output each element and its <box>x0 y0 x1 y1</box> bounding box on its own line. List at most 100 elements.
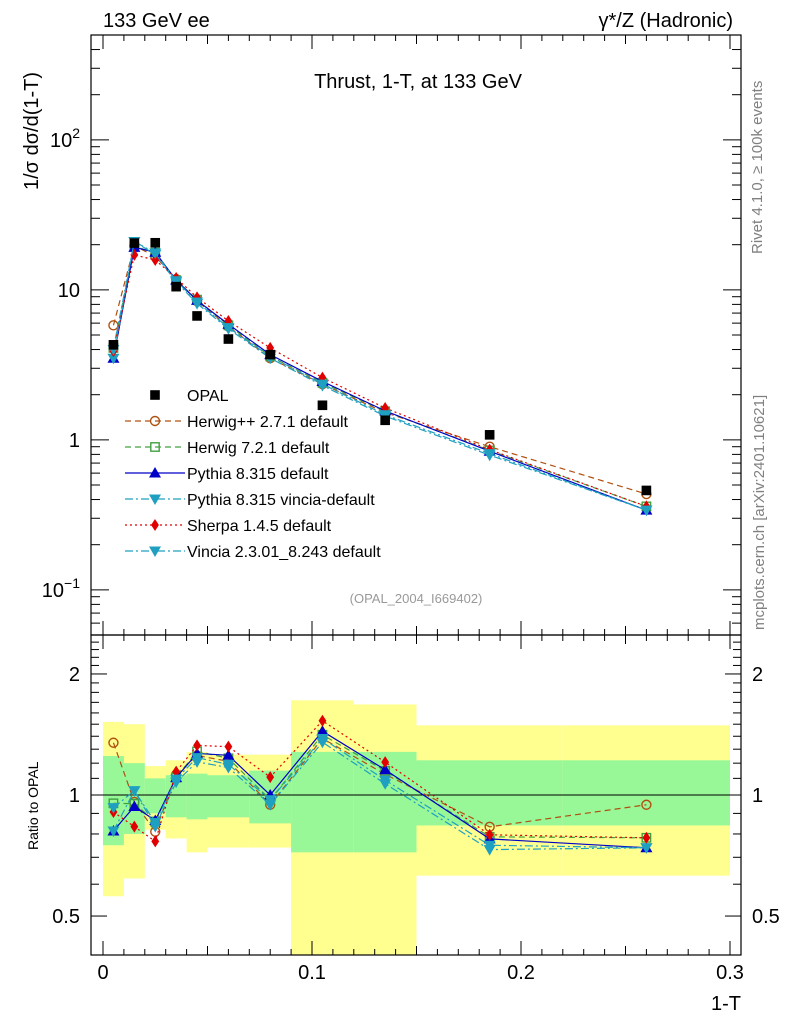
ratio-tick-label-right: 1 <box>752 785 763 807</box>
ratio-point-sherpa-1-4-5-default <box>381 756 390 769</box>
ratio-point-vincia-2-3-01-8-243-default <box>191 753 204 764</box>
uncertainty-band-stat <box>416 760 563 826</box>
uncertainty-band-stat <box>562 760 730 826</box>
header-right: γ*/Z (Hadronic) <box>599 10 733 32</box>
data-point-opal <box>108 340 119 350</box>
data-point-opal <box>380 415 390 426</box>
series-point-vincia-2-3-01-8-243-default <box>640 505 653 517</box>
legend-marker <box>150 442 160 452</box>
ratio-line-vincia-2-3-01-8-243-default <box>113 737 647 849</box>
legend-marker <box>150 390 160 400</box>
series-point-sherpa-1-4-5-default <box>151 254 160 267</box>
data-point-opal <box>192 311 202 321</box>
ratio-tick-label-right: 0.5 <box>752 906 780 928</box>
x-axis-label: 1-T <box>711 993 741 1015</box>
uncertainty-band-stat <box>186 773 208 820</box>
x-tick-label: 0.2 <box>507 962 535 984</box>
legend-item: OPAL <box>150 388 229 405</box>
ratio-point-pythia-8-315-default <box>222 749 235 760</box>
ratio-point-vincia-2-3-01-8-243-default <box>128 786 141 797</box>
ratio-point-vincia-2-3-01-8-243-default <box>640 843 653 854</box>
legend-item: Vincia 2.3.01_8.243 default <box>125 544 381 561</box>
ticks <box>91 34 741 956</box>
series-point-pythia-8-315-vincia-default <box>107 353 120 365</box>
data-point-opal <box>641 485 652 496</box>
uncertainty-band-stat <box>103 756 124 846</box>
y-axis-label: 1/σ dσ/d(1-T) <box>21 72 43 190</box>
uncertainty-band-stat <box>123 763 145 834</box>
uncertainty-band-stat <box>144 778 166 814</box>
ratio-point-vincia-2-3-01-8-243-default <box>222 759 235 771</box>
ratio-point-sherpa-1-4-5-default <box>130 820 139 833</box>
ratio-point-pythia-8-315-default <box>316 725 329 736</box>
legend-item: Pythia 8.315 vincia-default <box>125 492 375 509</box>
ratio-point-vincia-2-3-01-8-243-default <box>170 774 183 786</box>
analysis-tag: (OPAL_2004_I669402) <box>350 591 483 606</box>
legend-item: Herwig 7.2.1 default <box>125 440 330 457</box>
data-point-opal <box>171 281 181 292</box>
y-tick-label: 10−1 <box>42 575 80 602</box>
ratio-point-sherpa-1-4-5-default <box>642 831 651 844</box>
data-point-opal <box>484 430 495 440</box>
x-tick-label: 0.3 <box>716 962 744 984</box>
legend: OPAL Herwig++ 2.7.1 default Herwig 7.2.1 d… <box>125 388 381 561</box>
series-point-vincia-2-3-01-8-243-default <box>170 276 183 287</box>
data-point-opal <box>150 237 161 248</box>
legend-marker <box>149 467 161 478</box>
ratio-point-vincia-2-3-01-8-243-default <box>379 775 392 787</box>
ratio-point-sherpa-1-4-5-default <box>266 771 275 784</box>
legend-marker <box>151 519 159 531</box>
legend-label: Pythia 8.315 default <box>187 466 329 483</box>
header-left: 133 GeV ee <box>103 10 210 32</box>
series-point-sherpa-1-4-5-default <box>130 248 139 261</box>
data-point-opal <box>223 334 234 344</box>
data-point-opal <box>317 400 328 411</box>
ratio-point-herwig-2-7-1-default <box>641 799 652 810</box>
ratio-point-sherpa-1-4-5-default <box>151 835 160 848</box>
y-tick-label: 10 <box>58 280 80 302</box>
ratio-point-sherpa-1-4-5-default <box>485 828 494 841</box>
ratio-tick-label-left: 0.5 <box>52 906 80 928</box>
uncertainty-band-stat <box>291 751 354 853</box>
y-tick-label: 102 <box>50 125 80 152</box>
ratio-tick-label-left: 1 <box>69 785 80 807</box>
x-tick-label: 0 <box>97 962 108 984</box>
ratio-point-vincia-2-3-01-8-243-default <box>107 803 120 814</box>
ratio-point-vincia-2-3-01-8-243-default <box>316 733 329 745</box>
legend-item: Sherpa 1.4.5 default <box>125 518 332 535</box>
ratio-point-vincia-2-3-01-8-243-default <box>149 817 162 829</box>
series-point-vincia-2-3-01-8-243-default <box>222 323 235 334</box>
chart-title: Thrust, 1-T, at 133 GeV <box>314 71 523 93</box>
uncertainty-band-stat <box>207 775 250 818</box>
y-tick-label: 1 <box>69 430 80 452</box>
ratio-point-sherpa-1-4-5-default <box>318 714 327 727</box>
mcplots-label: mcplots.cern.ch [arXiv:2401.10621] <box>751 395 768 630</box>
legend-label: Vincia 2.3.01_8.243 default <box>187 544 381 561</box>
data-point-opal <box>265 349 275 360</box>
x-tick-label: 0.1 <box>298 962 326 984</box>
main-panel: Thrust, 1-T, at 133 GeV (OPAL_2004_I6694… <box>21 34 742 636</box>
ratio-point-pythia-8-315-default <box>379 763 392 775</box>
series-point-vincia-2-3-01-8-243-default <box>483 449 496 460</box>
legend-marker <box>149 494 161 505</box>
legend-marker <box>149 546 161 557</box>
uncertainty-band-stat <box>165 775 187 818</box>
ratio-point-pythia-8-315-vincia-default <box>107 826 120 837</box>
legend-item: Herwig++ 2.7.1 default <box>125 414 349 431</box>
ratio-tick-label-right: 2 <box>752 664 763 686</box>
legend-label: Sherpa 1.4.5 default <box>187 518 332 535</box>
legend-marker <box>149 415 161 427</box>
series-line-vincia-2-3-01-8-243-default <box>112 240 647 511</box>
ratio-point-pythia-8-315-default <box>128 800 141 811</box>
data-point-opal <box>129 238 140 248</box>
ratio-point-sherpa-1-4-5-default <box>193 739 201 752</box>
legend-label: OPAL <box>187 388 229 405</box>
legend-item: Pythia 8.315 default <box>125 466 329 483</box>
ratio-point-vincia-2-3-01-8-243-default <box>483 840 496 852</box>
series-point-vincia-2-3-01-8-243-default <box>149 248 162 260</box>
rivet-label: Rivet 4.1.0, ≥ 100k events <box>749 81 766 254</box>
legend-label: Pythia 8.315 vincia-default <box>187 492 375 509</box>
ratio-panel: Ratio to OPAL <box>25 634 742 956</box>
series-point-vincia-2-3-01-8-243-default <box>316 379 329 391</box>
